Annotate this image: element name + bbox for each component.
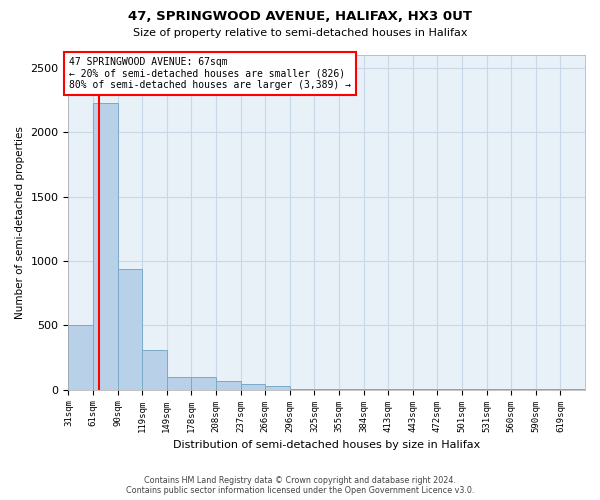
Bar <box>560 389 585 390</box>
Y-axis label: Number of semi-detached properties: Number of semi-detached properties <box>15 126 25 319</box>
Bar <box>191 378 216 390</box>
X-axis label: Distribution of semi-detached houses by size in Halifax: Distribution of semi-detached houses by … <box>173 440 481 450</box>
Bar <box>265 386 290 390</box>
Bar <box>167 377 191 390</box>
Bar <box>142 350 167 390</box>
Bar <box>487 389 511 390</box>
Bar <box>364 389 388 390</box>
Text: Size of property relative to semi-detached houses in Halifax: Size of property relative to semi-detach… <box>133 28 467 38</box>
Bar <box>388 389 413 390</box>
Bar <box>536 389 560 390</box>
Bar <box>290 389 314 390</box>
Bar <box>314 389 339 390</box>
Bar <box>241 384 265 390</box>
Bar <box>68 326 93 390</box>
Text: 47 SPRINGWOOD AVENUE: 67sqm
← 20% of semi-detached houses are smaller (826)
80% : 47 SPRINGWOOD AVENUE: 67sqm ← 20% of sem… <box>69 56 351 90</box>
Bar <box>511 389 536 390</box>
Bar <box>118 270 142 390</box>
Text: 47, SPRINGWOOD AVENUE, HALIFAX, HX3 0UT: 47, SPRINGWOOD AVENUE, HALIFAX, HX3 0UT <box>128 10 472 23</box>
Text: Contains HM Land Registry data © Crown copyright and database right 2024.
Contai: Contains HM Land Registry data © Crown c… <box>126 476 474 495</box>
Bar <box>339 389 364 390</box>
Bar <box>413 389 437 390</box>
Bar <box>462 389 487 390</box>
Bar <box>93 104 118 390</box>
Bar <box>216 380 241 390</box>
Bar <box>437 389 462 390</box>
